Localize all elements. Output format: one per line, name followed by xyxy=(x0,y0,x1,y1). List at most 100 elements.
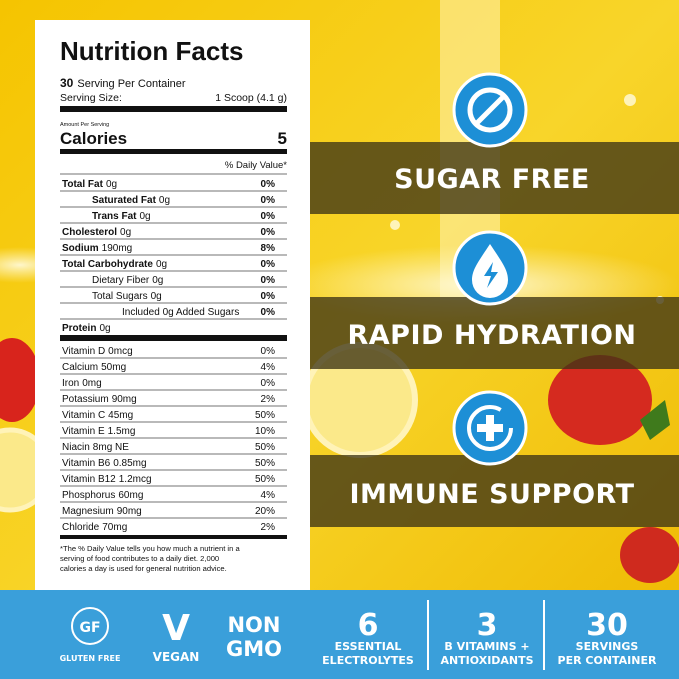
nutrient-name: Niacin xyxy=(62,442,90,453)
nutrient-amount: 1.2mcg xyxy=(119,474,152,485)
servings-text: Serving Per Container xyxy=(77,78,186,90)
nutrient-amount: 0mg xyxy=(82,378,101,389)
nutrient-amount: 0g xyxy=(156,259,167,270)
nutrient-name: Protein xyxy=(62,323,96,334)
stat-number: 30 xyxy=(586,608,628,643)
nutrient-name: Potassium xyxy=(62,394,109,405)
nutrient-dv: 50% xyxy=(255,458,275,469)
nutrient-amount: 60mg xyxy=(118,490,143,501)
nutrient-dv: 8% xyxy=(261,243,276,254)
feature-label: RAPID HYDRATION xyxy=(348,320,637,351)
amount-per-serving: Amount Per Serving xyxy=(60,122,109,128)
nutrient-dv: 2% xyxy=(261,394,276,405)
nutrient-row: Vitamin C 45mg xyxy=(62,410,133,421)
nutrient-row: Trans Fat 0g xyxy=(92,211,151,222)
nutrient-dv: 20% xyxy=(255,506,275,517)
gluten-free-label: GLUTEN FREE xyxy=(60,654,121,663)
nutrient-name: Vitamin B6 xyxy=(62,458,111,469)
nutrient-name: Calcium xyxy=(62,362,98,373)
nutrient-amount: 45mg xyxy=(108,410,133,421)
nutrient-row: Iron 0mg xyxy=(62,378,102,389)
nutrient-dv: 0% xyxy=(261,291,276,302)
nutrient-amount: 0g xyxy=(120,227,131,238)
nutrient-amount: 1.5mg xyxy=(108,426,136,437)
rule xyxy=(60,106,287,112)
nutrient-amount: 0mcg xyxy=(108,346,132,357)
nutrition-title: Nutrition Facts xyxy=(60,36,243,66)
feature-band xyxy=(310,142,679,214)
nutrient-dv: 0% xyxy=(261,346,276,357)
nutrient-name: Trans Fat xyxy=(92,211,137,222)
strawberry xyxy=(0,338,40,422)
nutrient-row: Total Sugars 0g xyxy=(92,291,162,302)
gluten-free-icon-text: GF xyxy=(79,620,100,636)
nutrient-name: Cholesterol xyxy=(62,227,117,238)
feature-label: IMMUNE SUPPORT xyxy=(349,479,634,510)
nutrient-dv: 50% xyxy=(255,410,275,421)
stat-line: PER CONTAINER xyxy=(558,654,657,667)
nutrient-row: Sodium 190mg xyxy=(62,243,132,254)
footnote: *The % Daily Value tells you how much a … xyxy=(60,544,240,553)
calories-label: Calories xyxy=(60,129,127,148)
nutrient-name: Iron xyxy=(62,378,79,389)
nutrient-row: Vitamin E 1.5mg xyxy=(62,426,135,437)
nutrient-amount: 0g xyxy=(106,179,117,190)
nutrient-name: Total Fat xyxy=(62,179,104,190)
nutrient-amount: 50mg xyxy=(101,362,126,373)
nutrient-row: Calcium 50mg xyxy=(62,362,126,373)
nutrient-amount: 0g xyxy=(139,211,150,222)
nutrient-amount: 90mg xyxy=(117,506,142,517)
stat-number: 6 xyxy=(358,608,379,643)
feature-label: SUGAR FREE xyxy=(394,164,590,195)
footnote: serving of food contributes to a daily d… xyxy=(60,554,219,563)
nutrient-amount: 190mg xyxy=(102,243,133,254)
nutrient-name: Chloride xyxy=(62,522,100,533)
nutrient-dv: 0% xyxy=(261,378,276,389)
droplet xyxy=(390,220,400,230)
nutrient-row: Vitamin D 0mcg xyxy=(62,346,133,357)
nutrient-row: Vitamin B6 0.85mg xyxy=(62,458,147,469)
strawberry-leaf xyxy=(640,400,670,440)
serving-size-label: Serving Size: xyxy=(60,92,122,104)
nutrient-amount: 0g xyxy=(151,291,162,302)
bottom-bar xyxy=(0,590,679,679)
servings-count: 30 xyxy=(60,76,74,90)
nutrient-amount: 0g xyxy=(159,195,170,206)
non-gmo: NON xyxy=(227,613,280,637)
strawberry xyxy=(620,527,679,583)
sugar-free-icon xyxy=(452,72,528,148)
nutrient-amount: 0g xyxy=(99,323,110,334)
nutrient-name: Vitamin E xyxy=(62,426,105,437)
stat-line: ELECTROLYTES xyxy=(322,654,414,667)
nutrient-amount: 70mg xyxy=(102,522,127,533)
nutrient-amount: 8mg NE xyxy=(93,442,129,453)
nutrient-dv: 0% xyxy=(261,307,276,318)
feature-band xyxy=(310,455,679,527)
nutrient-name: Phosphorus xyxy=(62,490,115,501)
nutrient-row: Included 0g Added Sugars xyxy=(122,307,239,318)
gluten-free-icon xyxy=(71,607,109,645)
nutrient-amount: 90mg xyxy=(112,394,137,405)
immune-icon xyxy=(452,390,528,466)
nutrient-row: Phosphorus 60mg xyxy=(62,490,143,501)
nutrient-dv: 2% xyxy=(261,522,276,533)
nutrient-dv: 50% xyxy=(255,474,275,485)
rule xyxy=(60,535,287,539)
nutrient-name: Included 0g Added Sugars xyxy=(122,307,239,318)
non-gmo: GMO xyxy=(226,637,282,661)
nutrient-name: Vitamin B12 xyxy=(62,474,116,485)
serving-size: 1 Scoop (4.1 g) xyxy=(215,92,287,104)
nutrient-dv: 4% xyxy=(261,490,276,501)
nutrient-name: Vitamin D xyxy=(62,346,105,357)
stat-line: ANTIOXIDANTS xyxy=(440,654,533,667)
rule xyxy=(60,149,287,154)
feature-band xyxy=(310,297,679,369)
vegan-icon: V xyxy=(162,608,190,649)
nutrient-name: Total Carbohydrate xyxy=(62,259,153,270)
calories: 5 xyxy=(278,129,287,148)
nutrient-row: Saturated Fat 0g xyxy=(92,195,170,206)
nutrient-dv: 0% xyxy=(261,195,276,206)
strawberry xyxy=(548,355,652,445)
